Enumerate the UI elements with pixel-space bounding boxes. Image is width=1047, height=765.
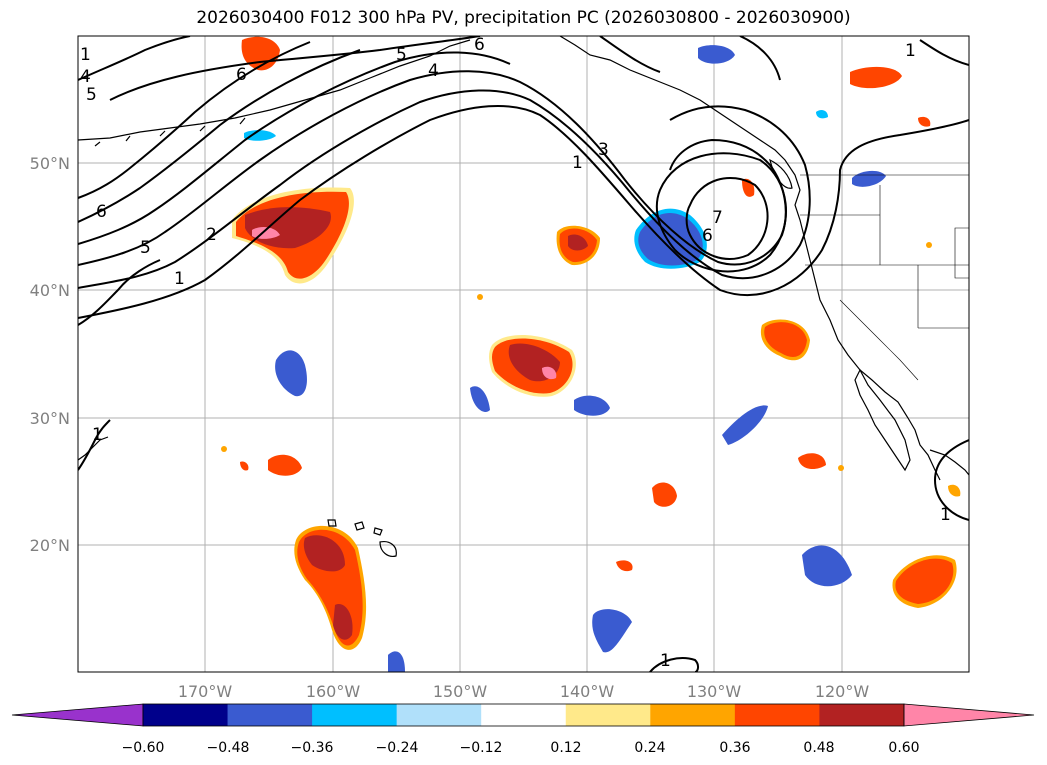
contour-label: 4 [80, 67, 91, 87]
lon-label-120w: 120°W [815, 682, 870, 701]
colorbar-tick: 0.24 [634, 740, 665, 756]
gridlines [78, 36, 969, 672]
colorbar-tick: −0.48 [207, 740, 250, 756]
contour-label: 1 [174, 269, 185, 289]
state-borders [800, 174, 969, 381]
contour-label: 1 [572, 153, 583, 173]
map-title: 2026030400 F012 300 hPa PV, precipitatio… [196, 8, 851, 28]
colorbar-cell [227, 704, 313, 726]
precip-blob-coast [742, 178, 826, 470]
neg-blob-7 [388, 651, 405, 672]
contour-label: 5 [86, 85, 97, 105]
contour-label: 1 [905, 41, 916, 61]
neg-blob-2 [470, 386, 490, 412]
precip-blob-west-small [240, 454, 302, 476]
lon-label-140w: 140°W [560, 682, 615, 701]
contour-label: 6 [702, 226, 713, 246]
neg-blob-11 [816, 109, 828, 119]
contour-label: 6 [474, 35, 485, 55]
contour-label: 5 [140, 238, 151, 258]
neg-blob-5 [802, 545, 852, 587]
colorbar-tick: −0.12 [460, 740, 503, 756]
neg-blob-9 [244, 130, 276, 141]
colorbar-tick: 0.36 [719, 740, 750, 756]
contour-label: 7 [712, 208, 723, 228]
latitude-labels: 50°N 40°N 30°N 20°N [30, 154, 70, 555]
colorbar-cells [11, 703, 1035, 727]
contour-label: 2 [206, 225, 217, 245]
colorbar-border [142, 703, 905, 727]
precip-blob-hawaii [294, 525, 367, 650]
lat-label-40n: 40°N [30, 281, 70, 300]
neg-blob-3 [574, 395, 610, 416]
colorbar-tick: 0.60 [888, 740, 919, 756]
contour-label: 6 [236, 65, 247, 85]
neg-blob-8 [698, 45, 735, 64]
map-frame [77, 35, 970, 673]
colorbar-cell [565, 704, 651, 726]
colorbar-tick: −0.60 [122, 740, 165, 756]
colorbar-extend-high [903, 703, 1035, 727]
contour-labels: 5 6 4 6 6 5 2 1 3 1 7 6 1 1 1 1 1 5 4 [80, 35, 951, 671]
longitude-labels: 170°W 160°W 150°W 140°W 130°W 120°W [178, 682, 870, 701]
lat-label-20n: 20°N [30, 536, 70, 555]
lon-label-150w: 150°W [433, 682, 488, 701]
contour-label: 1 [92, 425, 103, 445]
colorbar-cell [481, 704, 567, 726]
precip-negative-areas [244, 45, 886, 672]
precip-positive-areas [221, 36, 961, 650]
precip-blob-nw [232, 187, 354, 284]
precip-blob-central [489, 334, 576, 397]
contour-label: 1 [940, 505, 951, 525]
contour-label: 3 [598, 140, 609, 160]
lon-label-160w: 160°W [306, 682, 361, 701]
contour-label: 6 [96, 202, 107, 222]
colorbar-cell [819, 704, 905, 726]
colorbar-cell [143, 704, 229, 726]
precip-blob-se [221, 66, 961, 608]
contour-label: 1 [80, 45, 91, 65]
coastlines [78, 36, 969, 557]
neg-blob-6 [592, 609, 632, 653]
contour-label: 1 [660, 651, 671, 671]
contour-label: 5 [396, 45, 407, 65]
colorbar-tick: 0.12 [550, 740, 581, 756]
lon-label-130w: 130°W [687, 682, 742, 701]
colorbar-cell [312, 704, 398, 726]
precip-blob-mid-1 [556, 225, 600, 266]
precip-blob-south-1 [616, 482, 677, 572]
colorbar-tick: −0.24 [376, 740, 419, 756]
colorbar-tick: 0.48 [803, 740, 834, 756]
colorbar-ticks: −0.60 −0.48 −0.36 −0.24 −0.12 0.12 0.24 … [122, 740, 920, 756]
lat-label-50n: 50°N [30, 154, 70, 173]
colorbar-tick: −0.36 [291, 740, 334, 756]
colorbar-cell [650, 704, 736, 726]
pv-contours [78, 36, 969, 672]
neg-blob-4 [722, 405, 768, 445]
colorbar-extend-low [11, 703, 144, 727]
lat-label-30n: 30°N [30, 409, 70, 428]
contour-label: 4 [428, 61, 439, 81]
lon-label-170w: 170°W [178, 682, 233, 701]
colorbar-cell [396, 704, 482, 726]
colorbar: −0.60 −0.48 −0.36 −0.24 −0.12 0.12 0.24 … [11, 703, 1035, 756]
neg-blob-1 [275, 350, 307, 397]
colorbar-cell [734, 704, 820, 726]
